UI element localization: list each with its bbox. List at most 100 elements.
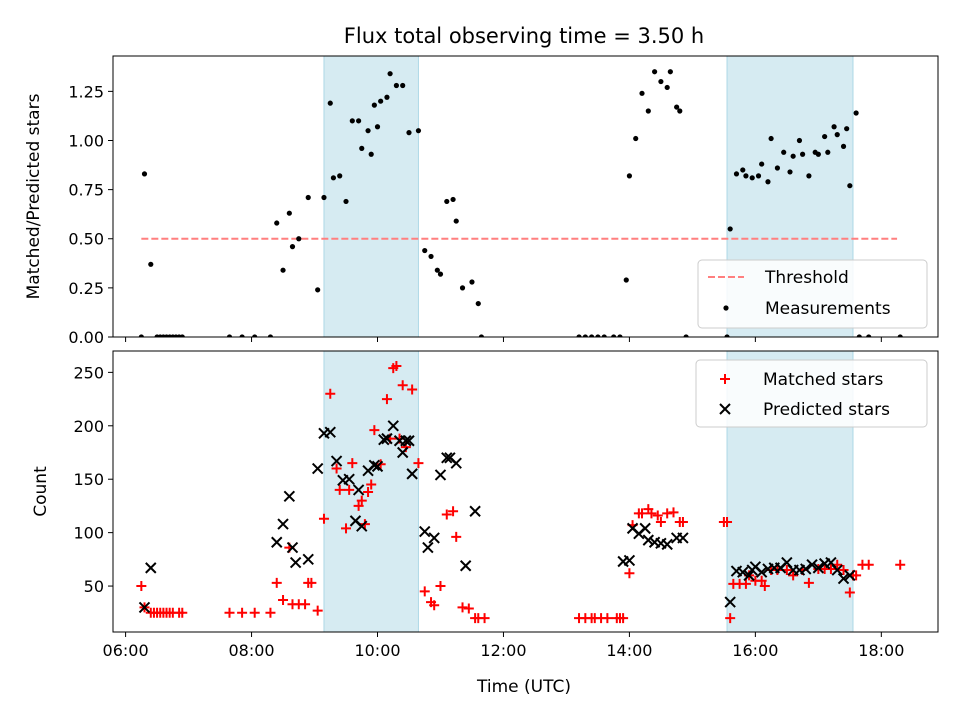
data-point (759, 161, 765, 167)
legend-label: Measurements (765, 299, 891, 319)
data-point (325, 388, 336, 399)
data-point (895, 559, 906, 570)
data-point (453, 218, 459, 224)
data-point (330, 175, 337, 181)
data-point (437, 271, 444, 277)
data-point (302, 553, 314, 566)
data-point (639, 522, 651, 535)
data-point (393, 82, 399, 89)
data-point (623, 554, 636, 567)
y-tick-label: 1.25 (68, 82, 104, 101)
data-point (136, 581, 147, 592)
legend-box (695, 359, 928, 428)
data-point (337, 173, 343, 179)
y-tick-label: 0.25 (68, 279, 104, 298)
data-point (617, 334, 623, 337)
data-point (415, 128, 422, 134)
data-point (249, 607, 260, 618)
data-point (237, 607, 248, 618)
legend-swatch-measurements (723, 305, 729, 311)
data-point (239, 334, 245, 337)
data-point (277, 518, 289, 530)
data-point (371, 102, 377, 108)
data-point (448, 506, 459, 517)
data-point (756, 575, 767, 586)
data-point (347, 458, 358, 469)
data-point (356, 520, 368, 532)
data-point (759, 581, 770, 592)
data-point (825, 563, 836, 574)
data-point (853, 110, 859, 116)
legend-swatch-predicted (719, 403, 731, 415)
data-point (334, 484, 345, 495)
data-point (815, 151, 821, 157)
y-tick-label: 200 (73, 417, 104, 436)
data-point (633, 135, 639, 142)
data-point (145, 562, 157, 574)
data-point (368, 459, 381, 472)
data-point (743, 173, 749, 179)
data-point (384, 94, 390, 100)
data-point (356, 495, 367, 506)
data-point (349, 118, 355, 124)
data-point (331, 463, 342, 474)
data-point (463, 603, 474, 614)
data-point (737, 566, 749, 578)
data-point (387, 71, 393, 77)
y-axis-label: Matched/Predicted stars (24, 93, 44, 299)
data-point (378, 433, 390, 446)
data-point (271, 536, 283, 548)
data-point (271, 577, 282, 588)
data-point (840, 143, 847, 149)
y-tick-label: 250 (73, 363, 104, 382)
data-point (749, 175, 755, 181)
data-point (312, 605, 323, 616)
legend-swatch-matched (720, 374, 730, 384)
data-point (661, 538, 673, 551)
data-point (265, 607, 276, 618)
data-point (838, 565, 849, 576)
data-point (469, 505, 481, 517)
series-matched-stars (136, 360, 906, 624)
data-point (406, 130, 412, 136)
y-tick-label: 0.75 (68, 181, 104, 200)
data-point (286, 541, 299, 554)
data-point (226, 334, 233, 337)
y-tick-label: 1.00 (68, 131, 104, 150)
data-point (774, 165, 781, 171)
data-point (722, 516, 733, 527)
data-point (138, 334, 144, 337)
legend-label: Matched stars (763, 370, 883, 390)
data-point (305, 194, 311, 201)
data-point (469, 279, 475, 285)
data-point (224, 607, 235, 618)
data-point (371, 460, 384, 473)
data-point (441, 452, 453, 464)
data-point (283, 490, 296, 503)
data-point (419, 586, 430, 597)
data-point (765, 179, 771, 185)
data-point (387, 420, 399, 432)
data-point (727, 226, 733, 232)
data-point (683, 334, 689, 337)
data-point (413, 458, 424, 469)
data-point (803, 577, 814, 588)
legend-label: Predicted stars (763, 400, 890, 420)
data-point (148, 261, 154, 267)
data-point (459, 285, 466, 291)
observing-window (323, 56, 419, 337)
x-tick-label: 06:00 (103, 641, 149, 660)
x-axis-label: Time (UTC) (476, 677, 571, 697)
data-point (755, 566, 768, 578)
data-point (428, 532, 440, 544)
data-point (806, 558, 818, 571)
data-point (623, 277, 629, 283)
data-point (457, 602, 468, 613)
data-point (582, 334, 588, 337)
data-point (856, 334, 862, 337)
data-point (429, 600, 440, 611)
data-point (844, 587, 855, 598)
data-point (138, 601, 151, 614)
data-point (318, 513, 329, 524)
